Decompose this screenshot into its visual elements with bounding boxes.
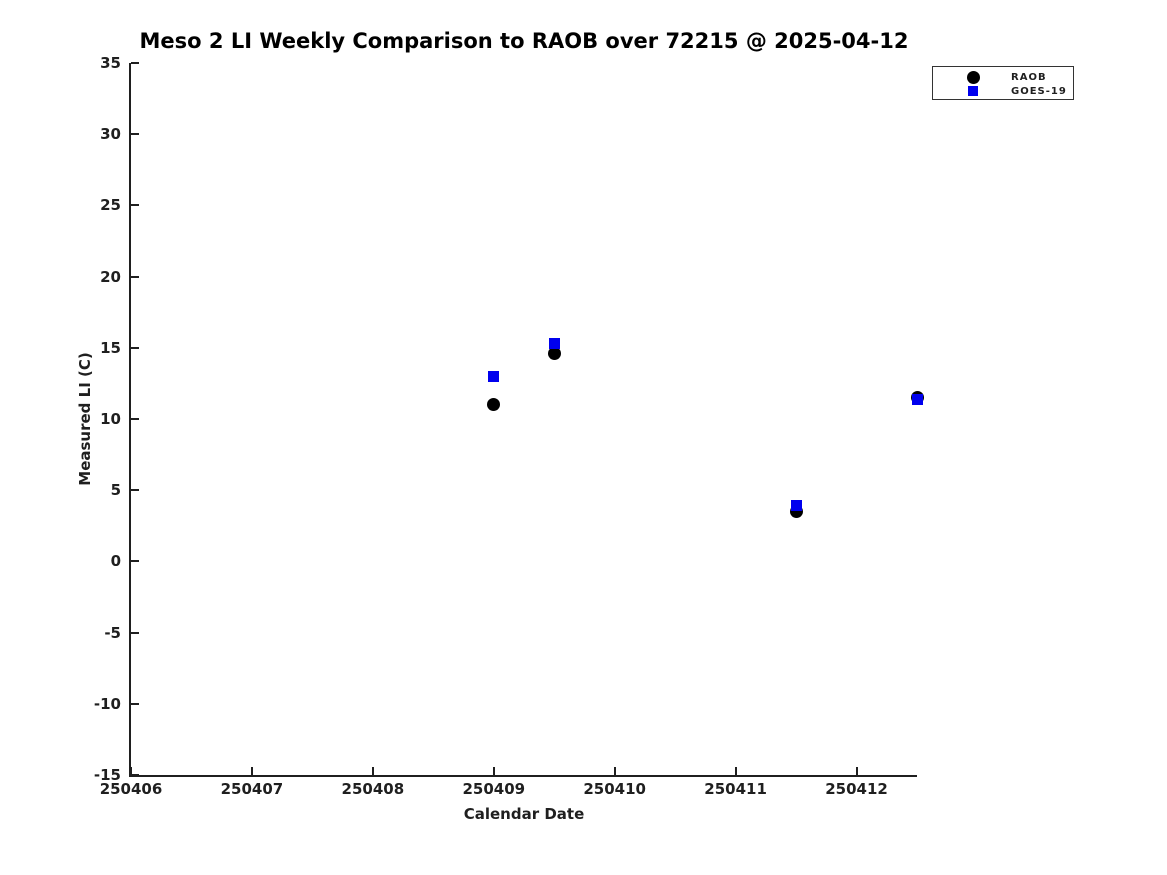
x-tick-label: 250411 xyxy=(704,780,767,798)
y-tick-label: 5 xyxy=(110,481,121,500)
x-tick-mark xyxy=(250,767,253,775)
x-tick-mark xyxy=(130,767,132,775)
legend-marker-cell xyxy=(965,86,981,96)
x-tick-label: 250406 xyxy=(99,780,163,798)
legend-label-goes19: GOES-19 xyxy=(1011,85,1067,97)
y-tick-mark xyxy=(131,62,139,64)
data-point-goes-19 xyxy=(488,370,500,382)
x-tick-label: 250412 xyxy=(825,780,888,798)
y-tick-label: 0 xyxy=(110,552,121,571)
y-tick-label: 30 xyxy=(100,125,121,144)
data-point-goes-19 xyxy=(911,393,923,405)
data-point-goes-19 xyxy=(548,338,560,350)
y-tick-mark xyxy=(131,418,139,420)
chart-title: Meso 2 LI Weekly Comparison to RAOB over… xyxy=(139,29,909,53)
x-tick-label: 250408 xyxy=(341,780,405,798)
y-axis-label: Measured LI (C) xyxy=(76,352,94,486)
y-tick-mark xyxy=(131,204,139,207)
x-tick-label: 250407 xyxy=(220,780,284,798)
y-tick-mark xyxy=(131,275,139,278)
data-point-raob xyxy=(487,398,501,412)
y-tick-label: 15 xyxy=(100,338,121,357)
y-tick-label: -15 xyxy=(93,766,121,784)
x-tick-mark xyxy=(613,767,616,775)
x-tick-mark xyxy=(371,767,374,775)
raob-circle-icon xyxy=(966,70,980,84)
y-tick-mark xyxy=(131,702,139,705)
y-tick-mark xyxy=(131,489,139,492)
legend-box: RAOB GOES-19 xyxy=(932,66,1074,100)
y-tick-label: -5 xyxy=(104,623,121,642)
x-tick-mark xyxy=(855,767,858,775)
y-tick-mark xyxy=(131,631,139,634)
y-tick-mark xyxy=(131,133,139,136)
y-tick-label: 10 xyxy=(100,410,121,428)
x-tick-label: 250409 xyxy=(462,780,526,798)
y-tick-label: 20 xyxy=(100,267,121,286)
legend-marker-cell xyxy=(965,70,981,84)
x-tick-label: 250410 xyxy=(583,780,646,798)
legend-row-raob: RAOB xyxy=(933,70,1073,84)
y-tick-label: -10 xyxy=(93,694,121,713)
y-tick-mark xyxy=(131,346,139,349)
y-tick-label: 25 xyxy=(100,196,121,215)
legend-label-raob: RAOB xyxy=(1011,71,1047,83)
plot-area: 250406 250407 250408 250409 250410 250411 2504… xyxy=(94,54,924,798)
x-axis-label: Calendar Date xyxy=(463,805,585,823)
goes19-square-icon xyxy=(968,86,978,96)
legend-row-goes19: GOES-19 xyxy=(933,84,1073,98)
data-point-goes-19 xyxy=(790,500,802,512)
y-tick-mark xyxy=(131,774,139,776)
x-tick-mark xyxy=(492,767,495,775)
y-tick-label: 35 xyxy=(100,54,121,72)
x-tick-mark xyxy=(734,767,737,775)
y-tick-mark xyxy=(131,560,139,563)
data-point-raob xyxy=(547,346,561,360)
